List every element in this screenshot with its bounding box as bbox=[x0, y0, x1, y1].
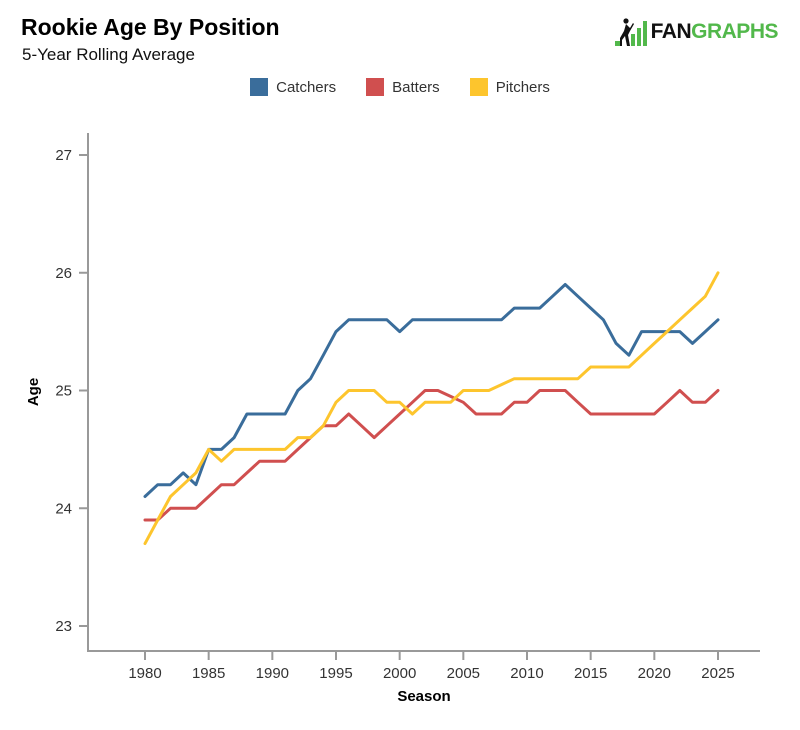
legend-swatch-catchers bbox=[250, 78, 269, 96]
fangraphs-logo: FANGRAPHS bbox=[614, 16, 778, 48]
x-tick-label: 1985 bbox=[192, 665, 225, 682]
x-tick-label: 2020 bbox=[638, 665, 671, 682]
series-line-catchers bbox=[143, 283, 720, 498]
legend-label-catchers: Catchers bbox=[276, 78, 337, 96]
x-tick-label: 2025 bbox=[701, 665, 734, 682]
y-tick-label: 26 bbox=[55, 265, 72, 282]
legend-swatch-batters bbox=[366, 78, 385, 96]
legend-item-pitchers[interactable]: Pitchers bbox=[469, 78, 550, 96]
y-tick-label: 24 bbox=[55, 500, 72, 517]
y-axis-title: Age bbox=[25, 378, 42, 406]
legend: Catchers Batters Pitchers bbox=[0, 78, 800, 96]
legend-swatch-pitchers bbox=[469, 78, 488, 96]
series-line-batters bbox=[143, 389, 720, 522]
y-tick-label: 25 bbox=[55, 383, 72, 400]
x-tick-label: 2015 bbox=[574, 665, 607, 682]
page-subtitle: 5-Year Rolling Average bbox=[22, 45, 195, 64]
y-tick-label: 23 bbox=[55, 618, 72, 635]
page-title: Rookie Age By Position bbox=[21, 14, 280, 40]
x-tick-label: 2005 bbox=[447, 665, 480, 682]
series-line-pitchers bbox=[143, 271, 720, 546]
x-axis-title: Season bbox=[397, 688, 450, 705]
x-tick-label: 1990 bbox=[256, 665, 289, 682]
legend-label-batters: Batters bbox=[392, 78, 440, 96]
x-tick-label: 2010 bbox=[510, 665, 543, 682]
logo-text-fan: FAN bbox=[650, 20, 692, 43]
legend-item-catchers[interactable]: Catchers bbox=[250, 78, 336, 96]
x-tick-label: 1995 bbox=[319, 665, 352, 682]
legend-item-batters[interactable]: Batters bbox=[366, 78, 440, 96]
x-tick-label: 2000 bbox=[383, 665, 416, 682]
x-tick-label: 1980 bbox=[128, 665, 161, 682]
logo-text-graphs: GRAPHS bbox=[691, 20, 778, 43]
fangraphs-logo-icon bbox=[614, 18, 647, 46]
y-tick-label: 27 bbox=[55, 147, 72, 164]
legend-label-pitchers: Pitchers bbox=[495, 78, 550, 96]
fangraphs-logo-text: FANGRAPHS bbox=[650, 20, 779, 44]
